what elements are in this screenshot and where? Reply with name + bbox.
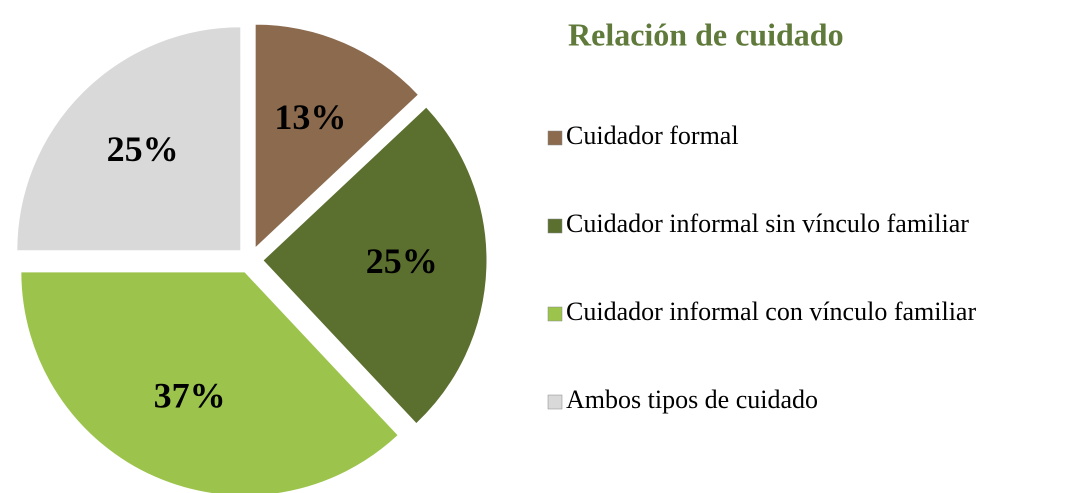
pie-slice — [262, 106, 488, 425]
legend-label: Cuidador informal sin vínculo familiar — [566, 209, 969, 238]
legend-swatch — [547, 394, 563, 410]
data-label: 37% — [154, 376, 226, 416]
legend-label: Cuidador informal con vínculo familiar — [566, 297, 976, 326]
chart-title: Relación de cuidado — [568, 16, 844, 52]
data-label: 25% — [107, 129, 179, 169]
legend-label: Ambos tipos de cuidado — [566, 385, 818, 414]
pie-slice — [254, 23, 420, 250]
legend-swatch — [547, 130, 563, 146]
legend-label: Cuidador formal — [566, 121, 739, 150]
pie-slice — [16, 26, 242, 252]
data-label: 13% — [274, 97, 346, 137]
data-label: 25% — [366, 241, 438, 281]
pie-slice — [20, 271, 399, 493]
legend-swatch — [547, 218, 563, 234]
legend-swatch — [547, 306, 563, 322]
